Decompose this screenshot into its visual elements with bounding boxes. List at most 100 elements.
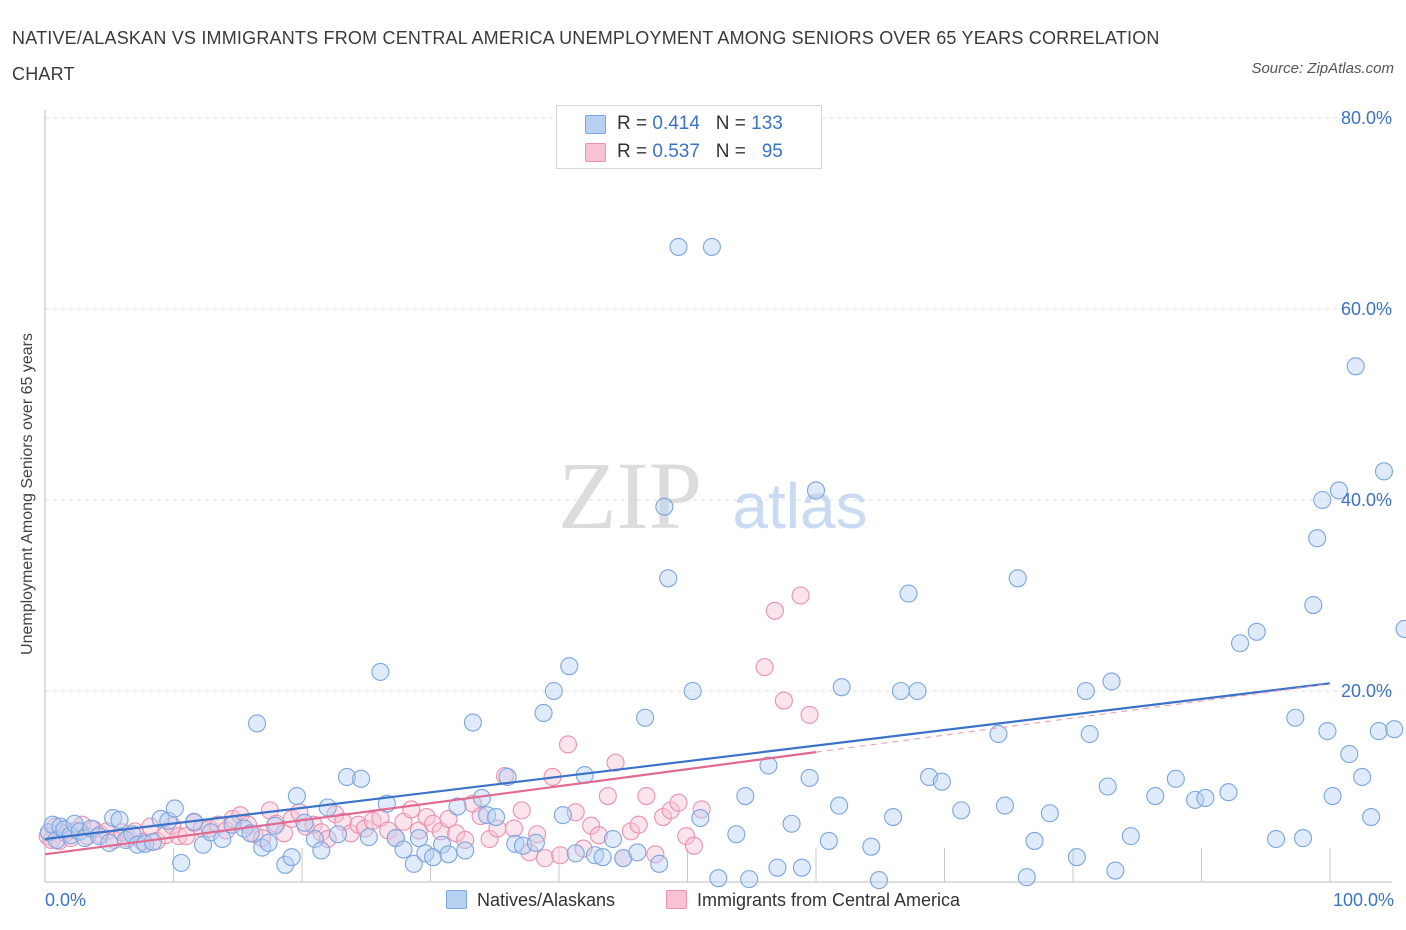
legend-n-label: N =: [715, 141, 746, 162]
chart-source: Source: ZipAtlas.com: [1251, 60, 1394, 77]
natives-point: [172, 853, 191, 872]
immigrants-point: [304, 815, 323, 834]
natives-point: [1025, 831, 1044, 850]
natives-point: [151, 809, 170, 829]
natives-point: [1286, 708, 1305, 727]
immigrants-point: [765, 601, 784, 620]
natives-point: [337, 767, 357, 787]
natives-point: [477, 806, 497, 825]
bottom-legend-label-immigrants: Immigrants from Central America: [697, 890, 961, 910]
immigrants-point: [417, 808, 436, 827]
natives-point: [1102, 672, 1121, 691]
natives-point: [862, 837, 881, 856]
natives-point: [832, 678, 851, 697]
natives-point: [1017, 868, 1036, 887]
legend-n-value-natives: 133: [751, 113, 783, 134]
natives-point: [1196, 788, 1215, 808]
natives-point: [359, 828, 378, 847]
immigrants-point: [480, 829, 499, 849]
bottom-legend-swatch-natives: [446, 890, 467, 909]
natives-point: [702, 237, 721, 256]
natives-point: [989, 724, 1008, 744]
natives-point: [1166, 769, 1185, 788]
natives-point: [241, 824, 260, 843]
natives-point: [544, 681, 563, 701]
natives-point: [727, 825, 746, 844]
natives-point: [792, 858, 811, 877]
natives-point: [1098, 777, 1117, 796]
natives-point: [47, 830, 66, 850]
y-tick-label: 60.0%: [1341, 299, 1392, 319]
natives-point: [884, 808, 903, 827]
natives-point: [1313, 490, 1332, 510]
natives-point: [352, 769, 371, 788]
bottom-legend-label-natives: Natives/Alaskans: [477, 890, 616, 910]
y-tick-labels: 20.0% 40.0% 60.0% 80.0%: [1341, 108, 1392, 701]
natives-point: [276, 855, 295, 874]
natives-point: [1353, 767, 1372, 787]
natives-point: [1369, 722, 1388, 741]
immigrants-point: [471, 807, 490, 826]
natives-point: [506, 834, 525, 853]
legend-r-value-immigrants: 0.537: [652, 141, 700, 162]
grid-lines: [45, 117, 1392, 692]
watermark-atlas: atlas: [732, 470, 867, 542]
immigrants-point: [646, 845, 665, 864]
natives-point: [1329, 481, 1349, 500]
immigrants-point: [598, 786, 617, 806]
axes: [44, 110, 1392, 883]
natives-point: [463, 713, 482, 732]
legend-swatch-natives: [585, 115, 606, 134]
natives-trend-line: [44, 682, 1331, 841]
natives-point: [110, 810, 129, 829]
natives-point: [328, 825, 348, 844]
immigrants-point: [637, 786, 656, 806]
natives-point: [318, 798, 337, 817]
bottom-legend-natives: Natives/Alaskans: [446, 890, 615, 914]
natives-point: [104, 808, 123, 828]
natives-point: [1219, 783, 1238, 802]
immigrants-point: [551, 846, 570, 865]
natives-point: [433, 835, 452, 854]
natives-point: [891, 681, 910, 701]
natives-point: [1323, 786, 1342, 806]
natives-point: [655, 497, 674, 516]
immigrants-trend-line: [44, 751, 817, 856]
y-tick-label: 20.0%: [1341, 681, 1392, 701]
natives-point: [553, 806, 572, 825]
natives-point: [995, 796, 1014, 815]
natives-point: [247, 714, 267, 733]
natives-point: [736, 786, 755, 806]
natives-point: [740, 870, 759, 889]
natives-point: [448, 797, 467, 816]
natives-point: [534, 703, 553, 723]
legend-swatch-immigrants: [585, 143, 606, 162]
legend-r-label: R =: [617, 141, 648, 162]
natives-point: [456, 841, 475, 860]
immigrants-point: [629, 815, 648, 834]
natives-point: [1374, 462, 1394, 481]
natives-point: [282, 848, 301, 867]
natives-point: [1318, 722, 1337, 741]
natives-point: [683, 681, 702, 701]
natives-point: [759, 756, 778, 775]
natives-point: [498, 767, 517, 787]
natives-point: [1040, 804, 1059, 823]
immigrants-point: [512, 801, 531, 820]
chart-title: NATIVE/ALASKAN VS IMMIGRANTS FROM CENTRA…: [12, 28, 1160, 84]
natives-point: [394, 840, 413, 859]
natives-point: [932, 772, 951, 791]
natives-point: [593, 848, 612, 867]
immigrants-point: [535, 849, 554, 868]
natives-point: [371, 662, 390, 681]
immigrants-point: [654, 808, 673, 827]
natives-point: [768, 858, 787, 877]
natives-point: [650, 854, 669, 873]
natives-point: [659, 569, 678, 588]
natives-point: [439, 845, 458, 864]
natives-point: [819, 831, 838, 850]
natives-point: [1146, 786, 1165, 806]
natives-point: [628, 843, 647, 862]
natives-point: [1346, 357, 1365, 376]
